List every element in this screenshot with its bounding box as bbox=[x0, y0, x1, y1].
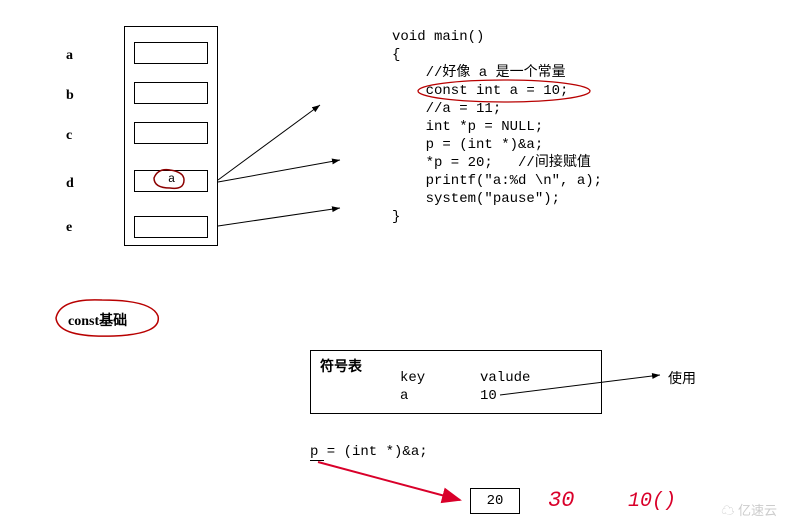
watermark-text: 亿速云 bbox=[738, 503, 777, 518]
watermark-icon: ☁ bbox=[721, 503, 738, 518]
result-box: 20 bbox=[470, 488, 520, 514]
red-arrow bbox=[0, 0, 560, 525]
hand-30: 30 bbox=[548, 488, 574, 513]
result-box-value: 20 bbox=[487, 493, 504, 509]
hand-10p: 10() bbox=[628, 490, 676, 513]
watermark: ☁ 亿速云 bbox=[721, 500, 777, 519]
